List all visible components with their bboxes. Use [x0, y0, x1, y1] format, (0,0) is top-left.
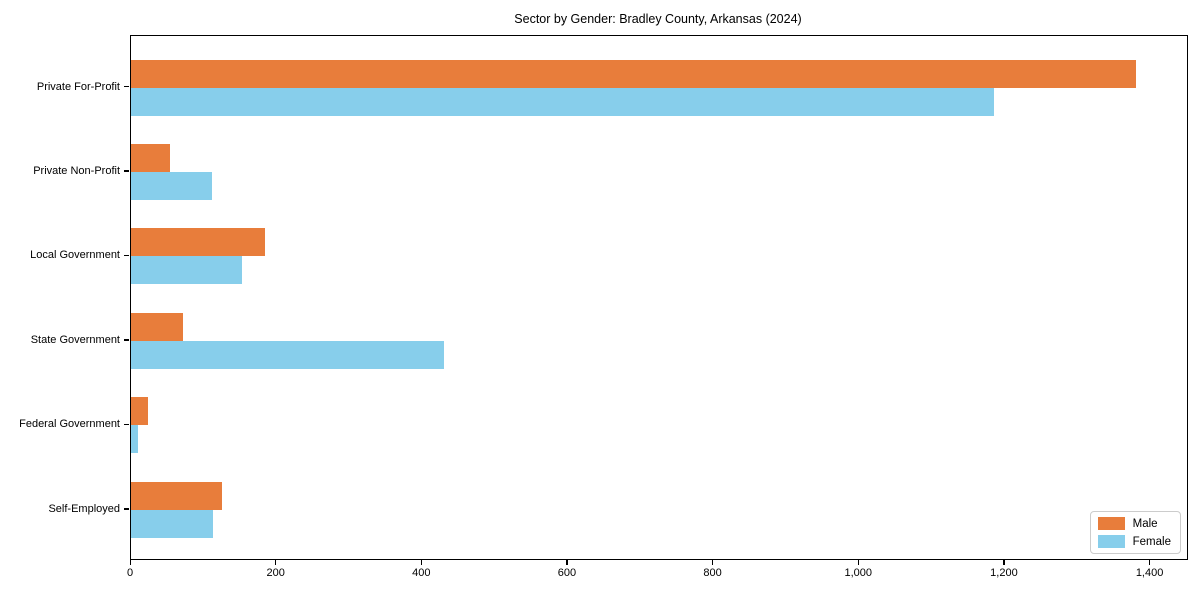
x-tick-label-800: 800 — [703, 567, 722, 579]
x-tick-mark — [420, 559, 422, 565]
bar-male-self-employed — [131, 481, 223, 510]
y-tick-mark — [124, 254, 129, 257]
y-tick-label-federal-government: Federal Government — [19, 418, 120, 431]
y-tick-label-local-government: Local Government — [30, 249, 120, 262]
bar-female-state-government — [131, 340, 445, 369]
x-tick-mark — [1149, 559, 1151, 565]
legend-label-female: Female — [1132, 535, 1171, 548]
legend: Male Female — [1089, 511, 1181, 554]
bar-male-local-government — [131, 228, 265, 257]
legend-swatch-female — [1097, 535, 1125, 548]
bar-male-private-non-profit — [131, 143, 171, 172]
bar-female-federal-government — [131, 425, 138, 454]
y-tick-label-self-employed: Self-Employed — [48, 502, 120, 515]
x-tick-label-0: 0 — [126, 567, 134, 579]
plot-area: Male Female — [130, 35, 1188, 560]
bar-female-local-government — [131, 256, 242, 285]
bar-male-federal-government — [131, 397, 148, 426]
x-tick-label-1000: 1,000 — [844, 567, 873, 579]
y-tick-label-state-government: State Government — [30, 333, 120, 346]
legend-row-male: Male — [1097, 517, 1171, 530]
legend-swatch-male — [1097, 517, 1125, 530]
x-tick-label-1400: 1,400 — [1135, 567, 1164, 579]
y-tick-mark — [124, 423, 129, 426]
x-tick-label-200: 200 — [266, 567, 285, 579]
legend-row-female: Female — [1097, 535, 1171, 548]
x-tick-mark — [712, 559, 714, 565]
x-tick-mark — [566, 559, 568, 565]
bar-male-private-for-profit — [131, 59, 1137, 88]
x-tick-mark — [1003, 559, 1005, 565]
bar-male-state-government — [131, 312, 183, 341]
x-tick-mark — [129, 559, 131, 565]
bar-female-self-employed — [131, 509, 214, 538]
bar-female-private-non-profit — [131, 171, 212, 200]
y-tick-mark — [124, 508, 129, 510]
x-tick-label-600: 600 — [557, 567, 577, 579]
bar-female-private-for-profit — [131, 87, 994, 116]
x-tick-label-1200: 1,200 — [990, 567, 1018, 579]
y-tick-label-private-non-profit: Private Non-Profit — [33, 164, 120, 177]
y-tick-mark — [124, 170, 129, 172]
x-tick-mark — [275, 559, 277, 565]
y-tick-label-private-for-profit: Private For-Profit — [36, 80, 120, 93]
chart-title: Sector by Gender: Bradley County, Arkans… — [514, 12, 802, 26]
y-tick-mark — [124, 339, 129, 341]
x-tick-label-400: 400 — [412, 567, 431, 579]
legend-label-male: Male — [1132, 517, 1158, 530]
x-tick-mark — [857, 559, 859, 565]
y-tick-mark — [124, 86, 129, 88]
